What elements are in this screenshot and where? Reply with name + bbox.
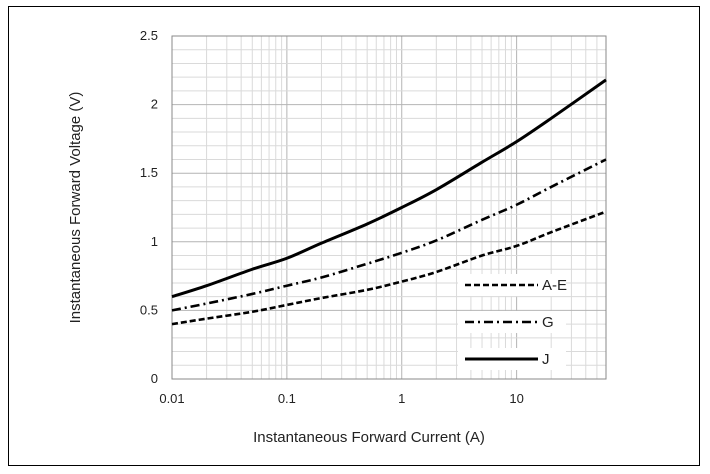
legend-label: G [542, 314, 554, 331]
series-line-j [171, 78, 607, 299]
plot-area-border [171, 35, 607, 380]
legend-label: A-E [542, 277, 567, 294]
y-tick-label: 2.5 [140, 28, 158, 43]
y-tick-label: 1.5 [140, 165, 158, 180]
y-tick-label: 0 [151, 371, 158, 386]
figure-frame [8, 6, 700, 466]
y-tick-label: 2 [151, 97, 158, 112]
x-axis-ticks: 0.01 0.1 1 10 [159, 391, 524, 406]
x-axis-title: Instantaneous Forward Current (A) [253, 429, 485, 446]
x-tick-label: 0.01 [159, 391, 184, 406]
y-tick-label: 1 [151, 234, 158, 249]
x-tick-label: 10 [509, 391, 523, 406]
series-line-g [171, 158, 607, 312]
y-axis-title: Instantaneous Forward Voltage (V) [67, 92, 84, 324]
series-layer [171, 78, 607, 326]
x-tick-label: 1 [398, 391, 405, 406]
legend: A-E G J [458, 274, 567, 370]
series-line-a-e [171, 210, 607, 326]
y-tick-label: 0.5 [140, 302, 158, 317]
x-tick-label: 0.1 [278, 391, 296, 406]
y-axis-ticks: 0 0.5 1 1.5 2 2.5 [140, 28, 158, 386]
legend-label: J [542, 351, 550, 368]
